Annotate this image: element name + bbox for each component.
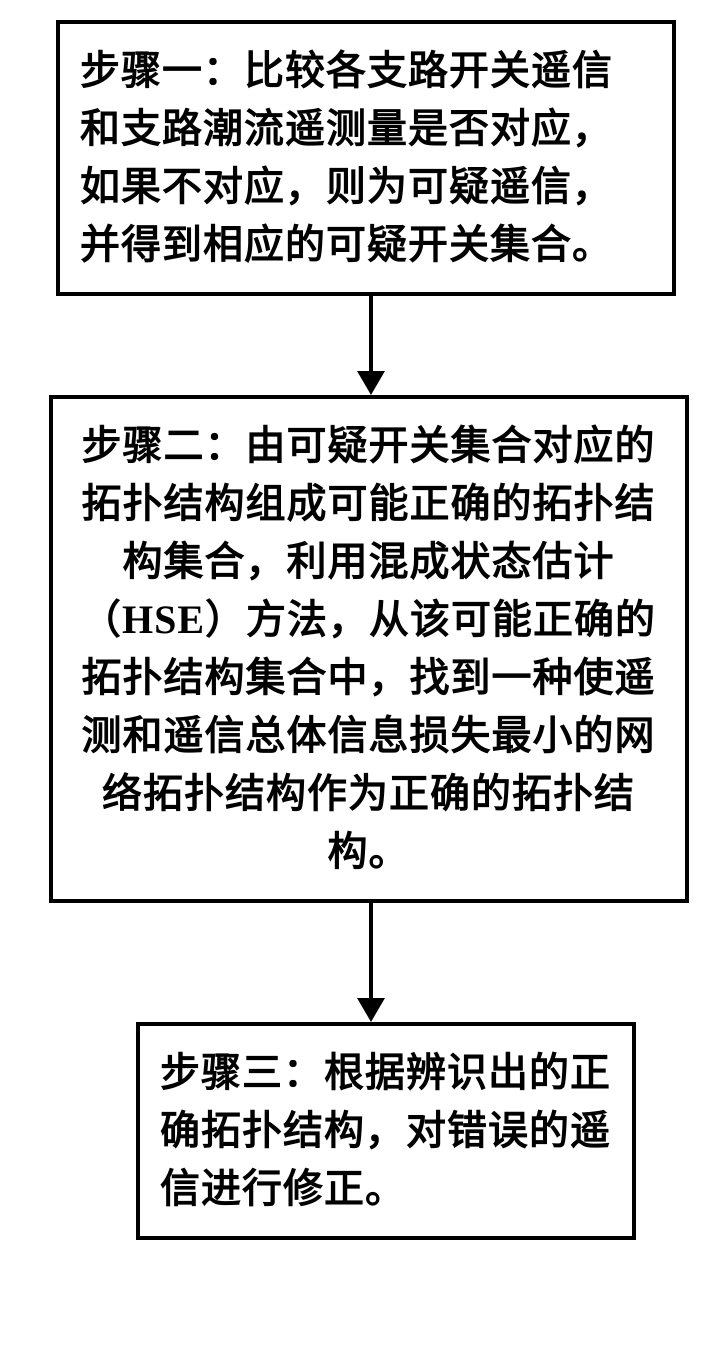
step-1-text: 步骤一：比较各支路开关遥信和支路潮流遥测量是否对应，如果不对应，则为可疑遥信，并… bbox=[80, 42, 652, 274]
arrow-2 bbox=[357, 903, 385, 1022]
flowchart-container: 步骤一：比较各支路开关遥信和支路潮流遥测量是否对应，如果不对应，则为可疑遥信，并… bbox=[0, 0, 712, 1240]
step-3-box: 步骤三：根据辨识出的正确拓扑结构，对错误的遥信进行修正。 bbox=[136, 1022, 636, 1240]
arrow-1-head bbox=[357, 371, 385, 395]
arrow-1 bbox=[357, 296, 385, 395]
step-1-box: 步骤一：比较各支路开关遥信和支路潮流遥测量是否对应，如果不对应，则为可疑遥信，并… bbox=[56, 20, 676, 296]
step-3-text: 步骤三：根据辨识出的正确拓扑结构，对错误的遥信进行修正。 bbox=[160, 1044, 612, 1218]
arrow-2-line bbox=[369, 903, 373, 998]
arrow-1-line bbox=[369, 296, 373, 371]
step-2-box: 步骤二：由可疑开关集合对应的拓扑结构组成可能正确的拓扑结构集合，利用混成状态估计… bbox=[49, 395, 689, 903]
arrow-2-head bbox=[357, 998, 385, 1022]
step-2-text: 步骤二：由可疑开关集合对应的拓扑结构组成可能正确的拓扑结构集合，利用混成状态估计… bbox=[73, 417, 665, 881]
